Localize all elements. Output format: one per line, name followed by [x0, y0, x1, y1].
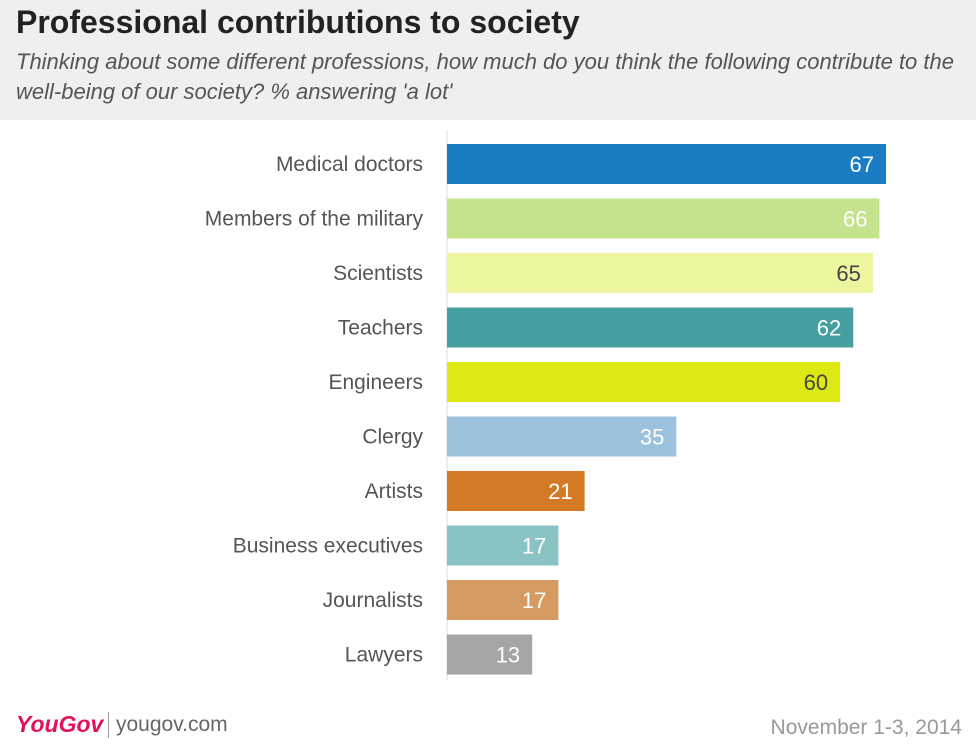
- category-label: Engineers: [328, 371, 423, 394]
- chart-title: Professional contributions to society: [16, 4, 580, 40]
- category-label: Teachers: [338, 317, 423, 340]
- survey-date: November 1-3, 2014: [770, 716, 962, 739]
- category-label: Lawyers: [345, 644, 423, 667]
- bar: [447, 198, 880, 239]
- bar: [447, 634, 533, 675]
- bar: [447, 307, 854, 348]
- category-label: Medical doctors: [276, 153, 423, 176]
- bar: [447, 471, 585, 511]
- category-label: Clergy: [362, 426, 423, 449]
- value-label: 60: [804, 370, 828, 395]
- value-label: 62: [817, 316, 841, 341]
- bar: [447, 144, 886, 184]
- footer-url: yougov.com: [116, 713, 228, 736]
- value-label: 65: [836, 261, 860, 286]
- bar-chart: Medical doctors 67 Members of the military…: [205, 130, 886, 680]
- value-label: 66: [843, 207, 867, 232]
- value-label: 13: [496, 643, 520, 668]
- chart-subtitle: Thinking about some different profession…: [16, 49, 954, 104]
- value-label: 67: [850, 152, 874, 177]
- bar: [447, 362, 841, 402]
- category-label: Journalists: [323, 589, 423, 612]
- category-label: Members of the military: [205, 208, 424, 231]
- bar: [447, 253, 873, 293]
- yougov-logo: YouGov: [16, 711, 104, 737]
- value-label: 17: [522, 588, 546, 613]
- category-label: Scientists: [333, 262, 423, 285]
- chart-header: Professional contributions to society Th…: [0, 0, 976, 120]
- category-label: Artists: [365, 480, 423, 503]
- bar: [447, 580, 559, 620]
- value-label: 17: [522, 534, 546, 559]
- value-label: 35: [640, 425, 664, 450]
- bar: [447, 416, 677, 457]
- value-label: 21: [548, 479, 572, 504]
- footer-divider: [108, 712, 109, 738]
- bar: [447, 525, 559, 566]
- category-label: Business executives: [233, 535, 423, 558]
